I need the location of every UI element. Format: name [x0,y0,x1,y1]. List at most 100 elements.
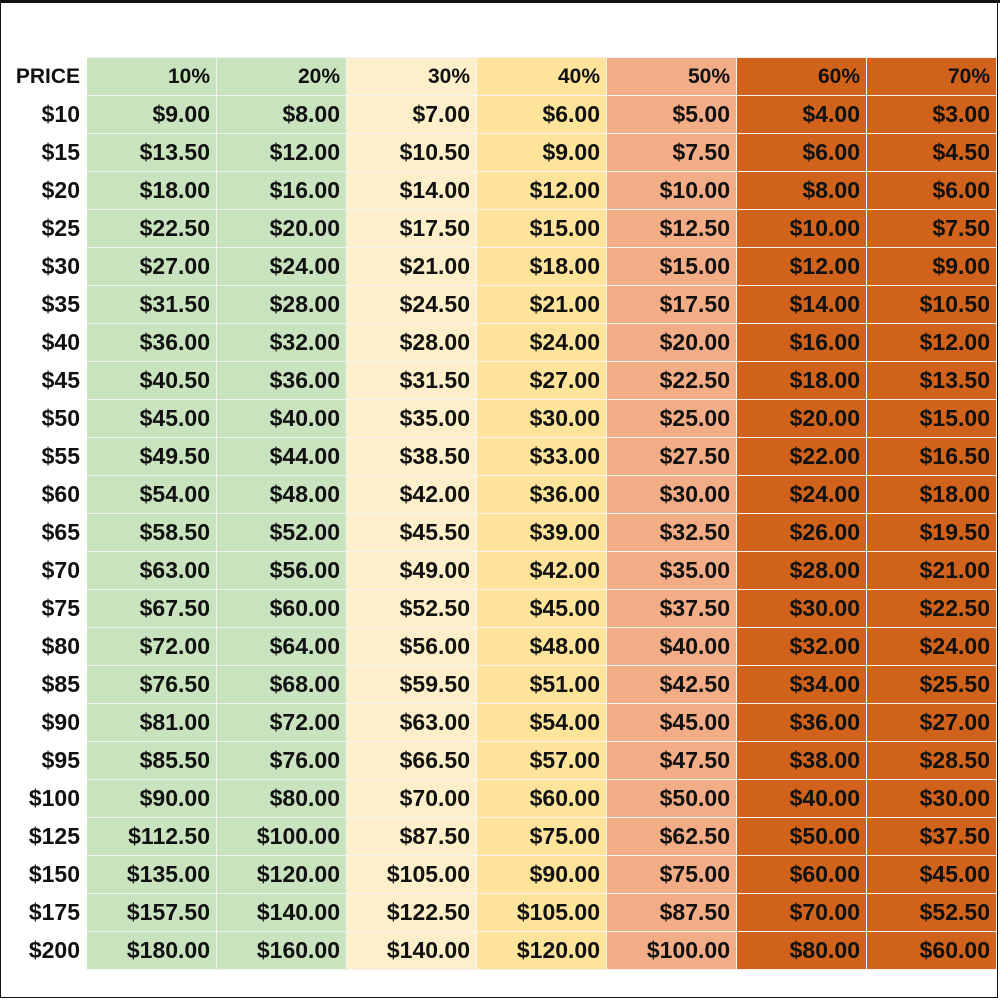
table-row: $45 $40.50 $36.00 $31.50 $27.00 $22.50 $18.00 $… [8,361,997,400]
discounted-price-cell: $24.00 [736,475,867,514]
discounted-price-cell: $50.00 [606,779,737,818]
discounted-price-cell: $60.00 [216,589,347,628]
discounted-price-cell: $38.50 [346,437,477,476]
discounted-price-cell: $25.50 [866,665,997,704]
discounted-price-cell: $76.00 [216,741,347,780]
table-row: $70 $63.00 $56.00 $49.00 $42.00 $35.00 $28.00 $… [8,551,997,590]
discounted-price-cell: $39.00 [476,513,607,552]
table-row: $85 $76.50 $68.00 $59.50 $51.00 $42.50 $34.00 $… [8,665,997,704]
table-row: $100 $90.00 $80.00 $70.00 $60.00 $50.00 $40.00… [8,779,997,818]
discounted-price-cell: $160.00 [216,931,347,970]
discounted-price-cell: $28.50 [866,741,997,780]
discounted-price-cell: $34.00 [736,665,867,704]
discounted-price-cell: $54.00 [476,703,607,742]
discounted-price-cell: $31.50 [346,361,477,400]
discounted-price-cell: $105.00 [346,855,477,894]
table-row: $40 $36.00 $32.00 $28.00 $24.00 $20.00 $16.00 $… [8,323,997,362]
discounted-price-cell: $44.00 [216,437,347,476]
discounted-price-cell: $36.00 [86,323,217,362]
discounted-price-cell: $32.00 [736,627,867,666]
table-row: $30 $27.00 $24.00 $21.00 $18.00 $15.00 $12.00 $… [8,247,997,286]
discounted-price-cell: $52.50 [346,589,477,628]
price-cell: $95 [8,741,87,780]
discounted-price-cell: $60.00 [736,855,867,894]
discounted-price-cell: $35.00 [606,551,737,590]
discounted-price-cell: $20.00 [606,323,737,362]
discounted-price-cell: $12.50 [606,209,737,248]
discounted-price-cell: $19.50 [866,513,997,552]
discounted-price-cell: $7.50 [866,209,997,248]
price-cell: $90 [8,703,87,742]
discounted-price-cell: $48.00 [476,627,607,666]
discounted-price-cell: $72.00 [86,627,217,666]
discount-column-header: 10% [86,57,217,96]
price-cell: $60 [8,475,87,514]
discounted-price-cell: $45.00 [606,703,737,742]
table-row: $175 $157.50 $140.00 $122.50 $105.00 $87.50 $7… [8,893,997,932]
discounted-price-cell: $20.00 [736,399,867,438]
discounted-price-cell: $70.00 [736,893,867,932]
discounted-price-cell: $59.50 [346,665,477,704]
discounted-price-cell: $16.00 [736,323,867,362]
table-row: $65 $58.50 $52.00 $45.50 $39.00 $32.50 $26.00 $… [8,513,997,552]
discounted-price-cell: $32.50 [606,513,737,552]
discounted-price-cell: $18.00 [86,171,217,210]
discounted-price-cell: $18.00 [736,361,867,400]
discounted-price-cell: $45.50 [346,513,477,552]
discounted-price-cell: $60.00 [476,779,607,818]
discounted-price-cell: $90.00 [476,855,607,894]
discounted-price-cell: $24.00 [216,247,347,286]
discounted-price-cell: $7.50 [606,133,737,172]
discount-column-header: 40% [476,57,607,96]
price-cell: $50 [8,399,87,438]
discounted-price-cell: $22.50 [866,589,997,628]
discounted-price-cell: $17.50 [606,285,737,324]
price-cell: $40 [8,323,87,362]
discount-column-header: 20% [216,57,347,96]
table-row: $25 $22.50 $20.00 $17.50 $15.00 $12.50 $10.00 $… [8,209,997,248]
discounted-price-cell: $26.00 [736,513,867,552]
price-cell: $125 [8,817,87,856]
discounted-price-cell: $12.00 [866,323,997,362]
table-row: $95 $85.50 $76.00 $66.50 $57.00 $47.50 $38.00 $… [8,741,997,780]
discounted-price-cell: $20.00 [216,209,347,248]
discounted-price-cell: $27.00 [866,703,997,742]
discounted-price-cell: $12.00 [476,171,607,210]
discounted-price-cell: $16.00 [216,171,347,210]
discounted-price-cell: $9.00 [866,247,997,286]
discounted-price-cell: $67.50 [86,589,217,628]
discounted-price-cell: $120.00 [476,931,607,970]
price-cell: $20 [8,171,87,210]
discounted-price-cell: $21.00 [346,247,477,286]
discounted-price-cell: $16.50 [866,437,997,476]
discounted-price-cell: $21.00 [476,285,607,324]
price-cell: $35 [8,285,87,324]
discounted-price-cell: $35.00 [346,399,477,438]
price-cell: $150 [8,855,87,894]
discounted-price-cell: $27.00 [476,361,607,400]
discounted-price-cell: $15.00 [866,399,997,438]
discounted-price-cell: $32.00 [216,323,347,362]
discounted-price-cell: $30.00 [476,399,607,438]
discounted-price-cell: $48.00 [216,475,347,514]
price-cell: $45 [8,361,87,400]
discounted-price-cell: $13.50 [866,361,997,400]
price-column-header: PRICE [8,57,87,96]
discounted-price-cell: $36.00 [736,703,867,742]
discounted-price-cell: $52.50 [866,893,997,932]
table-row: $125 $112.50 $100.00 $87.50 $75.00 $62.50 $50.… [8,817,997,856]
discounted-price-cell: $14.00 [736,285,867,324]
discounted-price-cell: $4.00 [736,95,867,134]
discounted-price-cell: $31.50 [86,285,217,324]
discounted-price-cell: $66.50 [346,741,477,780]
discounted-price-cell: $80.00 [736,931,867,970]
discounted-price-cell: $54.00 [86,475,217,514]
discounted-price-cell: $28.00 [216,285,347,324]
discounted-price-cell: $42.50 [606,665,737,704]
discounted-price-cell: $70.00 [346,779,477,818]
discount-column-header: 70% [866,57,997,96]
table-row: $90 $81.00 $72.00 $63.00 $54.00 $45.00 $36.00 $… [8,703,997,742]
discounted-price-cell: $45.00 [866,855,997,894]
discounted-price-cell: $40.00 [216,399,347,438]
price-cell: $30 [8,247,87,286]
